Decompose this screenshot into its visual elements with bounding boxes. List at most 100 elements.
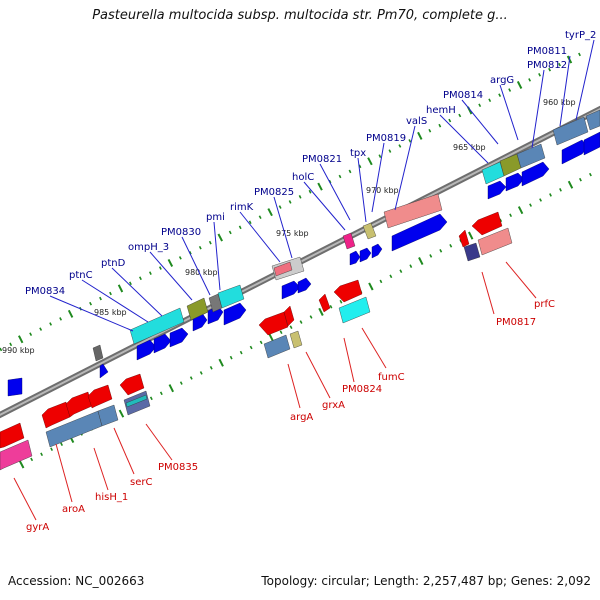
gene-label-reverse[interactable]: prfC <box>534 299 555 310</box>
cds-reverse-arrow[interactable] <box>471 211 503 236</box>
gene-label-forward[interactable]: hemH <box>426 105 456 116</box>
scale-tick <box>478 103 482 108</box>
gene-label-forward[interactable]: ptnC <box>69 270 93 281</box>
gene-label-forward[interactable]: PM0821 <box>302 154 342 165</box>
gene-label-reverse[interactable]: grxA <box>322 400 345 411</box>
pseudo-feature[interactable] <box>263 334 291 359</box>
scale-tick <box>29 332 33 336</box>
gene-label-reverse[interactable]: PM0817 <box>496 317 536 328</box>
scale-tick <box>417 131 423 140</box>
scale-tick <box>508 88 512 92</box>
cds-forward-arrow[interactable] <box>521 161 550 187</box>
cds-forward-arrow[interactable] <box>153 333 172 354</box>
gene-label-reverse[interactable]: argA <box>290 412 313 423</box>
scale-tick <box>428 128 432 133</box>
kbp-label: 960 kbp <box>543 98 576 107</box>
cds-reverse-arrow[interactable] <box>0 422 25 449</box>
scale-tick <box>308 189 312 194</box>
trna-feature[interactable] <box>477 227 513 256</box>
scale-tick <box>89 301 93 306</box>
cds-forward-arrow[interactable] <box>505 172 525 192</box>
gene-label-reverse[interactable]: serC <box>130 477 152 488</box>
pseudo-feature[interactable] <box>97 404 119 427</box>
gene-label-forward[interactable]: PM0830 <box>161 227 201 238</box>
gene-label-reverse[interactable]: gyrA <box>26 522 49 533</box>
rna-feature[interactable] <box>125 394 148 408</box>
gene-label-reverse[interactable]: PM0835 <box>158 462 198 473</box>
scale-tick <box>18 335 24 344</box>
cds-forward-arrow[interactable] <box>169 327 189 348</box>
scale-tick <box>458 113 462 118</box>
gene-label-forward[interactable]: pmi <box>206 212 225 223</box>
gene-label-forward[interactable]: PM0819 <box>366 133 406 144</box>
scale-tick <box>238 225 242 230</box>
scale-tick <box>59 317 63 321</box>
pseudo-feature[interactable] <box>585 109 600 131</box>
gene-label-forward[interactable]: PM0811 <box>527 46 567 57</box>
cds-reverse-arrow[interactable] <box>119 373 145 396</box>
scale-tick <box>318 307 324 316</box>
gene-label-forward[interactable]: PM0812 <box>527 60 567 71</box>
cds-forward-arrow[interactable] <box>391 213 448 252</box>
gene-label-reverse[interactable]: PM0824 <box>342 384 382 395</box>
rna-feature[interactable] <box>338 296 371 324</box>
cds-forward-arrow[interactable] <box>359 247 372 263</box>
cds-forward-arrow[interactable] <box>99 363 109 379</box>
cds-forward-arrow[interactable] <box>281 280 301 300</box>
gene-label-forward[interactable]: ptnD <box>101 258 126 269</box>
gene-label-forward[interactable]: tpx <box>350 148 366 159</box>
rna-feature[interactable] <box>217 284 245 309</box>
pseudo-feature[interactable] <box>516 143 546 169</box>
gene-label-forward[interactable]: valS <box>406 116 427 127</box>
cds-reverse-arrow[interactable] <box>283 305 295 327</box>
rna-feature[interactable] <box>129 307 185 345</box>
misc-feature[interactable] <box>463 242 481 262</box>
trna-feature[interactable] <box>273 261 293 277</box>
gene-label-reverse[interactable]: fumC <box>378 372 405 383</box>
misc-feature[interactable] <box>289 330 303 349</box>
cds-forward-arrow[interactable] <box>223 302 247 326</box>
scale-tick <box>267 208 273 217</box>
scale-tick <box>578 52 581 57</box>
gene-label-forward[interactable]: PM0814 <box>443 90 483 101</box>
cds-forward-arrow[interactable] <box>583 131 600 156</box>
scale-tick <box>439 249 443 253</box>
scale-tick <box>358 164 362 169</box>
cds-forward-arrow[interactable] <box>371 243 383 259</box>
misc-feature[interactable] <box>186 297 209 321</box>
gene-label-reverse[interactable]: aroA <box>62 504 85 515</box>
kbp-label: 970 kbp <box>366 186 399 195</box>
scale-tick <box>317 182 323 191</box>
misc-feature[interactable] <box>362 222 377 240</box>
cds-reverse-arrow[interactable] <box>318 293 331 313</box>
gene-label-forward[interactable]: PM0825 <box>254 187 294 198</box>
cds-forward-arrow[interactable] <box>136 339 157 361</box>
cds-forward-arrow[interactable] <box>297 277 312 294</box>
pseudo-feature[interactable] <box>552 116 589 146</box>
gene-label-forward[interactable]: PM0834 <box>25 286 65 297</box>
gene-label-forward[interactable]: holC <box>292 172 314 183</box>
cds-forward-arrow[interactable] <box>349 250 361 266</box>
trna-feature[interactable] <box>383 193 443 229</box>
misc-feature[interactable] <box>92 344 104 362</box>
cds-forward-arrow[interactable] <box>7 377 23 397</box>
cds-reverse-arrow[interactable] <box>87 384 113 409</box>
trna-feature[interactable] <box>0 439 33 471</box>
gene-label-forward[interactable]: rimK <box>230 202 254 213</box>
gene-label-reverse[interactable]: hisH_1 <box>95 492 128 503</box>
gene-label-forward[interactable]: argG <box>490 75 514 86</box>
scale-tick <box>158 266 162 270</box>
scale-tick <box>498 93 502 97</box>
misc-feature[interactable] <box>342 232 356 250</box>
scale-tick <box>309 315 313 319</box>
scale-tick <box>548 67 552 72</box>
gene-label-forward[interactable]: ompH_3 <box>128 242 169 253</box>
cds-reverse-arrow[interactable] <box>458 229 470 248</box>
gene-label-forward[interactable]: tyrP_2 <box>565 30 596 41</box>
scale-tick <box>438 123 442 128</box>
cds-forward-arrow[interactable] <box>487 180 507 200</box>
cds-reverse-arrow[interactable] <box>258 311 289 336</box>
cds-reverse-arrow[interactable] <box>333 279 363 303</box>
scale-tick <box>367 157 373 166</box>
